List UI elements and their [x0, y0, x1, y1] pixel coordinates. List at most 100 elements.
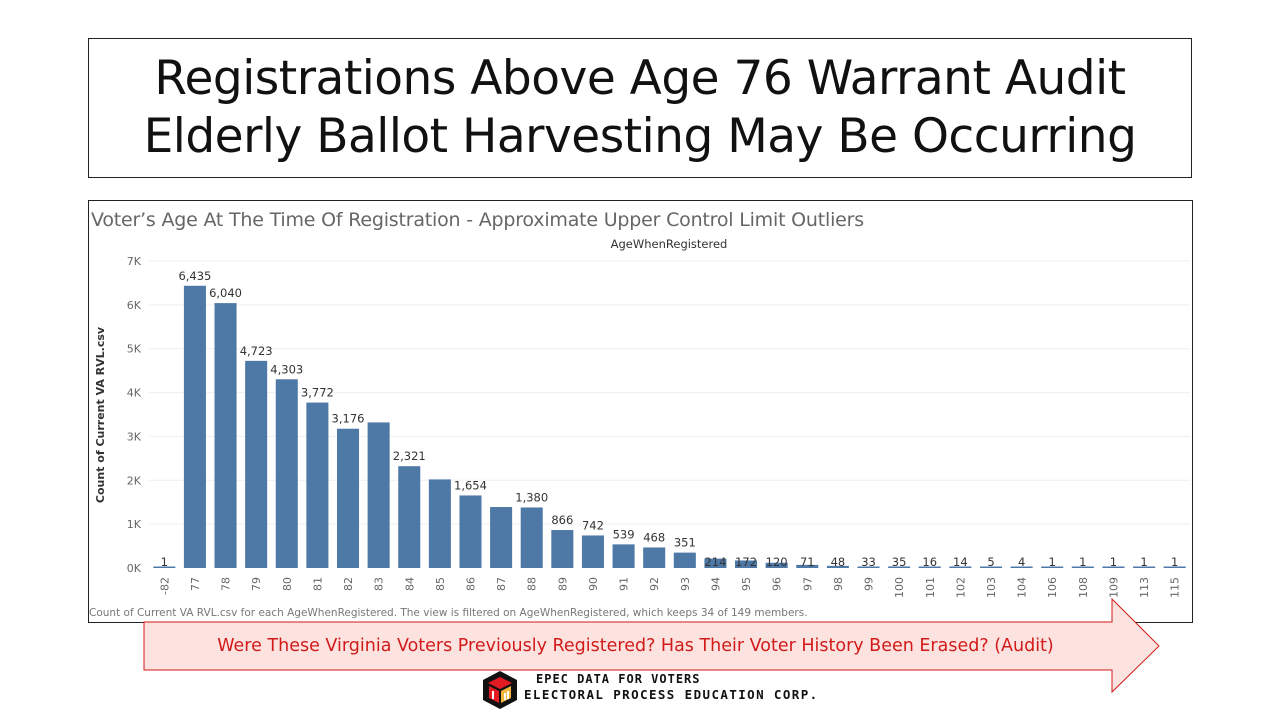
- y-tick-label: 0K: [127, 562, 142, 575]
- x-tick-label: 108: [1077, 577, 1090, 598]
- x-tick-label: 97: [801, 577, 814, 591]
- data-label: 120: [766, 555, 788, 569]
- data-label: 71: [800, 555, 815, 569]
- x-tick-label: 94: [709, 577, 722, 591]
- x-tick-label: 85: [434, 577, 447, 591]
- slide-title-box: Registrations Above Age 76 Warrant Audit…: [88, 38, 1192, 178]
- data-label: 1: [1079, 555, 1086, 569]
- bar-age-98[interactable]: [826, 565, 849, 568]
- x-tick-label: 106: [1046, 577, 1059, 598]
- bar-age-106[interactable]: [1041, 566, 1064, 569]
- data-label: 539: [613, 527, 635, 541]
- data-label: 2,321: [393, 449, 426, 463]
- chart-panel: Voter’s Age At The Time Of Registration …: [88, 200, 1193, 623]
- data-label: 5: [987, 555, 994, 569]
- bar-age-92[interactable]: [643, 547, 666, 568]
- bar-age-100[interactable]: [888, 566, 911, 568]
- x-tick-label: 91: [618, 577, 631, 591]
- bar-age-83[interactable]: [367, 422, 390, 568]
- x-tick-label: 87: [495, 577, 508, 591]
- data-label: 16: [922, 555, 937, 569]
- data-label: 1: [1110, 555, 1117, 569]
- x-tick-label: 78: [220, 577, 233, 591]
- epec-logo: EPEC DATA FOR VOTERS ELECTORAL PROCESS E…: [480, 668, 840, 712]
- x-tick-label: 77: [189, 577, 202, 591]
- bar-age-90[interactable]: [581, 535, 604, 568]
- bar-age-99[interactable]: [857, 566, 880, 569]
- bar-age-85[interactable]: [428, 479, 451, 568]
- bar-age-88[interactable]: [520, 507, 543, 568]
- data-label: 214: [704, 555, 726, 569]
- data-label: 6,040: [209, 286, 242, 300]
- y-tick-label: 7K: [127, 255, 142, 268]
- data-label: 35: [892, 555, 907, 569]
- bar-age-101[interactable]: [918, 566, 941, 569]
- data-label: 14: [953, 555, 968, 569]
- bar-age-93[interactable]: [673, 552, 696, 568]
- data-label: 6,435: [178, 269, 211, 283]
- x-tick-label: 88: [526, 577, 539, 591]
- slide-title-line-2: Elderly Ballot Harvesting May Be Occurri…: [143, 109, 1137, 164]
- x-tick-label: 83: [373, 577, 386, 591]
- bar-age-97[interactable]: [796, 564, 819, 568]
- data-label: 1: [1049, 555, 1056, 569]
- bar-age-109[interactable]: [1102, 566, 1125, 569]
- bar-age-neg82[interactable]: [153, 566, 176, 569]
- x-tick-label: 86: [464, 577, 477, 591]
- bar-age-80[interactable]: [275, 379, 298, 568]
- callout-text: Were These Virginia Voters Previously Re…: [217, 636, 1054, 656]
- bar-age-104[interactable]: [1010, 566, 1033, 569]
- arrow-shape: [143, 598, 1160, 694]
- bar-age-91[interactable]: [612, 544, 635, 568]
- bar-age-108[interactable]: [1071, 566, 1094, 569]
- y-tick-label: 6K: [127, 299, 142, 312]
- bar-age-78[interactable]: [214, 303, 237, 568]
- data-label: 1: [1140, 555, 1147, 569]
- bar-age-95[interactable]: [735, 560, 758, 568]
- data-label: 4,723: [240, 344, 273, 358]
- bar-age-87[interactable]: [490, 507, 513, 568]
- bar-age-86[interactable]: [459, 495, 482, 568]
- data-label: 1: [161, 555, 168, 569]
- data-label: 172: [735, 555, 757, 569]
- x-tick-label: 104: [1016, 577, 1029, 598]
- bar-age-79[interactable]: [245, 360, 268, 568]
- bar-age-94[interactable]: [704, 558, 727, 568]
- chart-footnote: Count of Current VA RVL.csv for each Age…: [89, 607, 808, 619]
- x-tick-label: 80: [281, 577, 294, 591]
- logo-line-1: EPEC DATA FOR VOTERS: [536, 672, 701, 686]
- bar-age-113[interactable]: [1133, 566, 1156, 569]
- epec-logo-icon: [483, 671, 517, 709]
- bar-age-81[interactable]: [306, 402, 329, 568]
- y-tick-label: 5K: [127, 343, 142, 356]
- x-tick-label: 98: [832, 577, 845, 591]
- bar-age-82[interactable]: [336, 428, 360, 568]
- x-tick-label: 79: [250, 577, 263, 591]
- data-label: 3,772: [301, 386, 334, 400]
- data-label: 4,303: [270, 362, 303, 376]
- y-axis-label: Count of Current VA RVL.csv: [94, 326, 107, 503]
- bar-age-84[interactable]: [398, 466, 421, 568]
- data-label: 3,176: [332, 412, 365, 426]
- data-label: 33: [861, 555, 876, 569]
- bar-age-77[interactable]: [183, 285, 206, 568]
- logo-line-2: ELECTORAL PROCESS EDUCATION CORP.: [524, 687, 819, 702]
- bar-age-102[interactable]: [949, 566, 972, 569]
- data-label: 351: [674, 536, 696, 550]
- bar-age-96[interactable]: [765, 562, 788, 568]
- column-header: AgeWhenRegistered: [611, 237, 728, 251]
- data-label: 468: [643, 530, 665, 544]
- x-tick-label: 81: [311, 577, 324, 591]
- bar-age-115[interactable]: [1163, 566, 1186, 569]
- x-tick-label: 102: [954, 577, 967, 598]
- x-tick-label: 103: [985, 577, 998, 598]
- bar-age-103[interactable]: [979, 566, 1003, 569]
- bar-age-89[interactable]: [551, 530, 574, 568]
- x-tick-label: 95: [740, 577, 753, 591]
- x-tick-label: 100: [893, 577, 906, 598]
- data-label: 742: [582, 518, 604, 532]
- data-label: 1,380: [515, 490, 548, 504]
- x-tick-label: -82: [158, 577, 171, 595]
- x-tick-label: 92: [648, 577, 661, 591]
- x-tick-label: 96: [771, 577, 784, 591]
